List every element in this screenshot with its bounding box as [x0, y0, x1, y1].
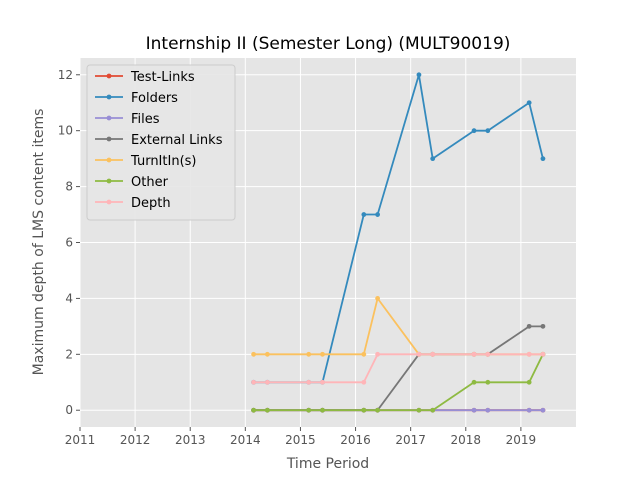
- y-tick-label: 0: [65, 403, 73, 417]
- legend-box: [86, 64, 236, 221]
- data-point: [264, 379, 270, 385]
- x-tick-label: 2015: [285, 433, 316, 447]
- legend-marker: [106, 199, 112, 205]
- data-point: [540, 351, 546, 357]
- legend-label: Test-Links: [130, 70, 195, 85]
- legend-marker: [106, 94, 112, 100]
- legend-marker: [106, 73, 112, 79]
- series-depth: [251, 351, 546, 385]
- data-point: [485, 407, 491, 413]
- legend: Test-Links Folders Files External Links Turn…: [86, 64, 236, 221]
- data-point: [375, 296, 380, 301]
- series-other: [251, 351, 546, 413]
- data-point: [485, 379, 491, 385]
- data-point: [306, 379, 312, 385]
- legend-label: Other: [131, 175, 169, 190]
- x-tick-label: 2013: [175, 433, 206, 447]
- x-tick-label: 2012: [120, 433, 151, 447]
- data-point: [540, 407, 546, 413]
- legend-item: Test-Links: [95, 70, 195, 85]
- data-point: [361, 212, 367, 217]
- x-axis-ticks: 2011 2012 2013 2014 2015 2016 2017 2018 2019: [65, 427, 536, 447]
- data-point: [320, 379, 325, 385]
- data-point: [430, 351, 436, 357]
- legend-item: External Links: [95, 133, 223, 148]
- data-point: [485, 128, 491, 134]
- data-point: [471, 128, 477, 134]
- x-tick-label: 2014: [230, 433, 261, 447]
- y-axis-ticks: 0 2 4 6 8 10 12: [58, 68, 80, 417]
- chart-title: Internship II (Semester Long) (MULT90019…: [146, 34, 511, 54]
- data-point: [540, 323, 546, 329]
- data-point: [471, 407, 477, 413]
- data-point: [430, 407, 436, 413]
- legend-label: Files: [131, 112, 160, 127]
- data-point: [430, 156, 436, 162]
- data-point: [526, 379, 532, 385]
- y-tick-label: 2: [65, 347, 73, 361]
- data-point: [306, 407, 312, 413]
- data-point: [526, 351, 532, 357]
- series-line: [253, 353, 543, 384]
- legend-marker: [106, 157, 112, 163]
- y-tick-label: 6: [65, 236, 73, 250]
- x-tick-label: 2017: [395, 433, 426, 447]
- data-point: [320, 351, 325, 357]
- legend-item: Files: [95, 112, 160, 127]
- y-tick-label: 10: [58, 124, 73, 138]
- data-point: [251, 351, 256, 357]
- legend-marker: [106, 136, 112, 142]
- y-axis-label: Maximum depth of LMS content items: [31, 109, 47, 376]
- legend-item: Folders: [95, 91, 178, 106]
- y-tick-label: 12: [58, 68, 73, 82]
- legend-item: Other: [95, 175, 169, 190]
- legend-marker: [106, 115, 112, 121]
- legend-label: Folders: [131, 91, 178, 106]
- data-point: [320, 407, 325, 413]
- data-point: [375, 212, 380, 217]
- data-point: [540, 156, 546, 162]
- legend-label: External Links: [131, 133, 223, 148]
- data-point: [361, 407, 367, 413]
- series-layer: [251, 72, 546, 413]
- y-tick-label: 4: [65, 291, 73, 305]
- legend-marker: [106, 178, 112, 184]
- data-point: [361, 351, 367, 357]
- x-tick-label: 2011: [65, 433, 96, 447]
- x-tick-label: 2019: [506, 433, 537, 447]
- x-axis-label: Time Period: [286, 456, 369, 472]
- data-point: [264, 407, 270, 413]
- x-tick-label: 2018: [451, 433, 482, 447]
- data-point: [416, 351, 422, 357]
- x-tick-label: 2016: [340, 433, 371, 447]
- y-tick-label: 8: [65, 180, 73, 194]
- legend-item: TurnItIn(s): [95, 154, 196, 169]
- data-point: [526, 100, 532, 106]
- data-point: [306, 351, 312, 357]
- data-point: [526, 407, 532, 413]
- series-line: [253, 353, 544, 412]
- data-point: [375, 407, 380, 413]
- data-point: [471, 351, 477, 357]
- data-point: [416, 72, 422, 78]
- legend-item: Depth: [95, 196, 171, 211]
- data-point: [375, 351, 380, 357]
- data-point: [264, 351, 270, 357]
- data-point: [526, 323, 532, 329]
- data-point: [251, 407, 256, 413]
- data-point: [485, 351, 491, 357]
- legend-label: TurnItIn(s): [130, 154, 196, 169]
- data-point: [251, 379, 256, 385]
- data-point: [416, 407, 422, 413]
- data-point: [361, 379, 367, 385]
- legend-label: Depth: [131, 196, 171, 211]
- data-point: [471, 379, 477, 385]
